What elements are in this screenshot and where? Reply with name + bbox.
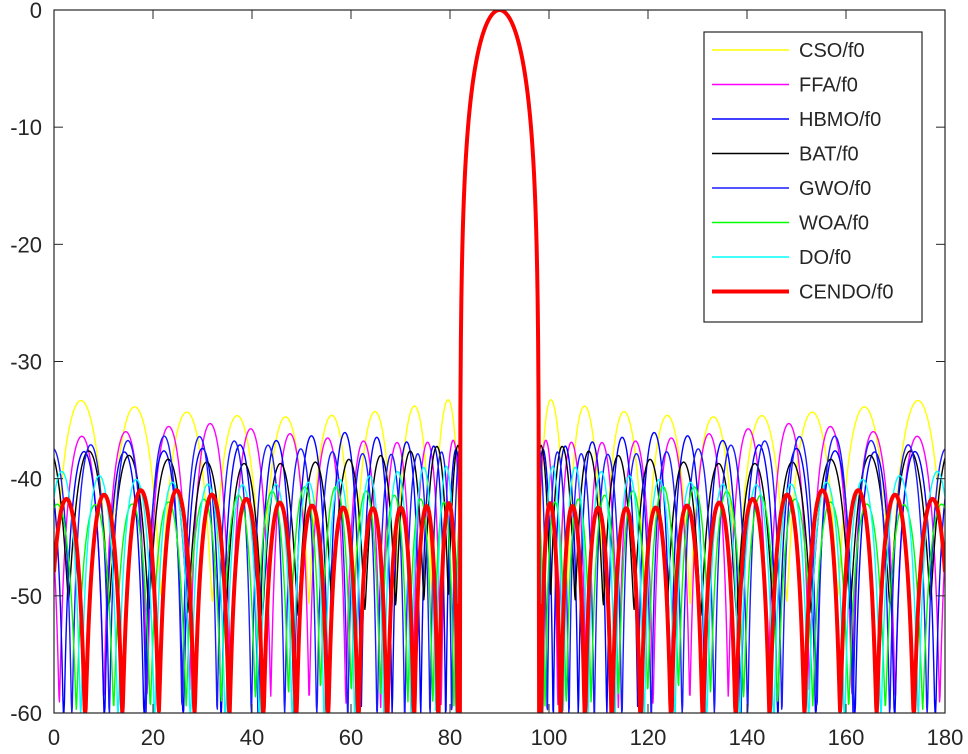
x-tick-label: 180	[927, 725, 964, 750]
y-tick-label: -40	[10, 467, 42, 492]
legend-label: FFA/f0	[799, 75, 858, 97]
series-line-do-f0	[54, 10, 945, 713]
x-tick-label: 120	[630, 725, 667, 750]
y-tick-label: 0	[30, 0, 42, 23]
x-tick-label: 80	[438, 725, 462, 750]
series-line-hbmo-f0	[54, 10, 945, 713]
x-tick-label: 40	[240, 725, 264, 750]
legend-label: DO/f0	[799, 247, 851, 269]
legend-label: WOA/f0	[799, 213, 869, 235]
legend-label: HBMO/f0	[799, 109, 881, 131]
x-tick-label: 20	[141, 725, 165, 750]
y-tick-label: -60	[10, 701, 42, 726]
x-tick-label: 160	[828, 725, 865, 750]
y-tick-label: -50	[10, 584, 42, 609]
y-tick-label: -10	[10, 115, 42, 140]
series-line-ffa-f0	[54, 10, 945, 713]
legend-label: BAT/f0	[799, 144, 859, 166]
legend-label: CSO/f0	[799, 40, 865, 62]
y-tick-label: -30	[10, 350, 42, 375]
y-tick-label: -20	[10, 232, 42, 257]
legend-box	[703, 31, 923, 323]
series-line-gwo-f0	[54, 10, 945, 713]
legend-label: GWO/f0	[799, 178, 871, 200]
legend-label: CENDO/f0	[799, 282, 893, 304]
series-line-bat-f0	[54, 10, 945, 713]
ticks-layer: 0 20 40 60 80 100 120 140 160 180 0 -10 -20 -30 -40 -50…	[10, 0, 963, 750]
series-line-cso-f0	[54, 10, 945, 713]
x-tick-label: 100	[531, 725, 568, 750]
x-tick-label: 140	[729, 725, 766, 750]
x-tick-label: 60	[339, 725, 363, 750]
series-layer	[54, 10, 945, 713]
series-line-cendo-f0	[54, 10, 945, 713]
legend: CSO/f0 FFA/f0 HBMO/f0 BAT/f0 GWO/f0 WOA/f0 DO/…	[703, 31, 923, 323]
x-tick-label: 0	[48, 725, 60, 750]
